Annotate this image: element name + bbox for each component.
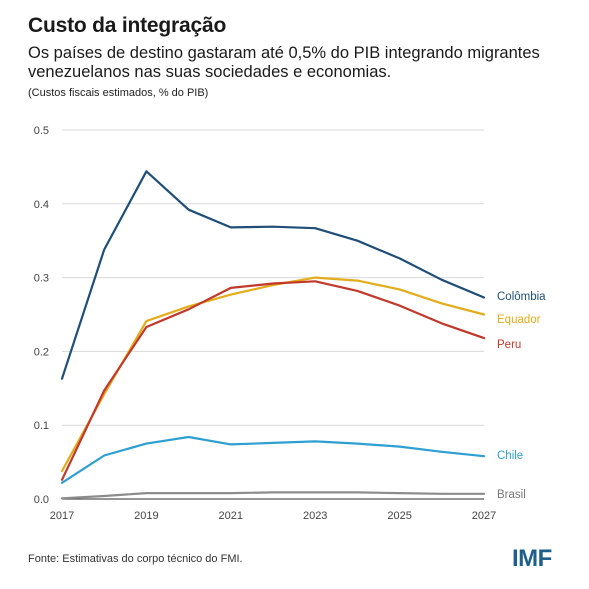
y-tick-label: 0.0 bbox=[34, 494, 49, 506]
series-line-chile bbox=[60, 435, 486, 484]
series-label-brasil: Brasil bbox=[497, 489, 526, 501]
x-tick-label: 2017 bbox=[50, 510, 74, 522]
y-tick-label: 0.5 bbox=[34, 125, 49, 137]
series-line-peru bbox=[60, 280, 486, 481]
source-note: Fonte: Estimativas do corpo técnico do F… bbox=[28, 553, 243, 565]
chart-subtitle: Os países de destino gastaram até 0,5% d… bbox=[28, 44, 540, 81]
chart-title: Custo da integração bbox=[28, 14, 227, 37]
series-line-brasil bbox=[60, 491, 486, 500]
series-label-colômbia: Colômbia bbox=[497, 291, 546, 303]
imf-logo: IMF bbox=[512, 545, 552, 572]
series-line-equador bbox=[60, 276, 486, 473]
x-tick-label: 2027 bbox=[472, 510, 496, 522]
series-label-chile: Chile bbox=[497, 450, 523, 462]
x-tick-label: 2025 bbox=[387, 510, 411, 522]
y-tick-label: 0.3 bbox=[34, 273, 49, 285]
x-tick-label: 2019 bbox=[134, 510, 158, 522]
chart-note: (Custos fiscais estimados, % do PIB) bbox=[28, 87, 209, 99]
x-tick-label: 2023 bbox=[303, 510, 327, 522]
y-tick-label: 0.1 bbox=[34, 420, 49, 432]
y-tick-label: 0.2 bbox=[34, 346, 49, 358]
x-tick-label: 2021 bbox=[219, 510, 243, 522]
y-tick-label: 0.4 bbox=[34, 199, 49, 211]
series-label-equador: Equador bbox=[497, 314, 541, 326]
series-label-peru: Peru bbox=[497, 339, 521, 351]
series-line-colômbia bbox=[60, 170, 486, 380]
